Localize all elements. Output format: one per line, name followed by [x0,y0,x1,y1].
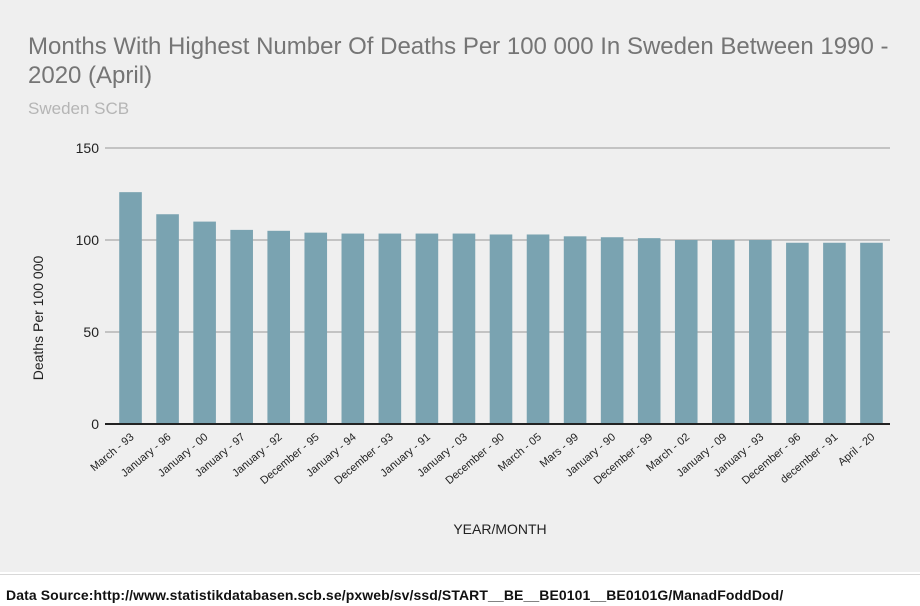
bar [637,238,661,424]
bar [786,242,809,424]
bar [119,192,142,424]
bar [563,236,587,424]
bar [674,240,698,424]
chart-title: Months With Highest Number Of Deaths Per… [28,33,889,89]
bar [749,240,772,424]
chart-card: Months With Highest Number Of Deaths Per… [0,0,920,572]
bar [860,242,883,424]
bar [489,234,513,424]
x-axis-label: YEAR/MONTH [453,521,547,537]
bar [304,232,328,424]
x-tick-label: April - 20 [836,431,877,468]
bar [341,233,365,424]
footer-divider [0,574,920,575]
bar [452,233,476,424]
y-tick-label: 100 [76,232,100,248]
data-source-footer: Data Source:http://www.statistikdatabase… [6,587,784,603]
bar [711,240,735,424]
y-tick-label: 0 [91,416,99,432]
y-tick-label: 50 [83,324,99,340]
bar [267,230,291,424]
bar [415,233,439,424]
bar [526,234,550,424]
bar [378,233,402,424]
y-tick-label: 150 [76,140,100,156]
bar [600,237,624,424]
bar [156,214,179,424]
bar [823,242,846,424]
bar [193,221,216,424]
bar [230,229,253,424]
chart-subtitle: Sweden SCB [28,99,130,118]
